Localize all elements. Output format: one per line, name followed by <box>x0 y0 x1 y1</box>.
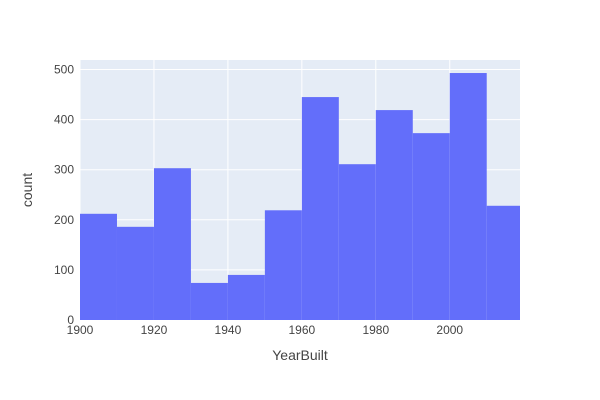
histogram-bar <box>227 274 265 320</box>
x-tick-label: 2000 <box>436 323 463 337</box>
y-tick-label: 300 <box>54 163 74 177</box>
bars <box>80 73 520 320</box>
y-axis-title: count <box>19 173 35 207</box>
x-tick-labels: 1900 1920 1940 1960 1980 2000 <box>67 323 464 337</box>
histogram-bar <box>301 97 339 320</box>
x-tick-label: 1900 <box>67 323 94 337</box>
histogram-bar <box>264 210 302 320</box>
y-tick-label: 100 <box>54 263 74 277</box>
histogram-bar <box>190 282 228 320</box>
histogram-bar <box>116 226 154 320</box>
y-tick-labels: 0 100 200 300 400 500 <box>54 63 74 327</box>
x-tick-label: 1980 <box>362 323 389 337</box>
histogram-bar <box>153 168 191 320</box>
x-axis-title: YearBuilt <box>272 347 328 363</box>
y-tick-label: 500 <box>54 63 74 77</box>
histogram-bar <box>486 205 520 320</box>
histogram-bar <box>375 110 413 320</box>
histogram-bar <box>412 133 450 320</box>
histogram-bar <box>338 164 376 320</box>
x-tick-label: 1920 <box>141 323 168 337</box>
x-tick-label: 1960 <box>288 323 315 337</box>
y-tick-label: 0 <box>67 313 74 327</box>
histogram-bar <box>449 73 487 320</box>
histogram-bar <box>80 213 117 320</box>
y-tick-label: 200 <box>54 213 74 227</box>
x-tick-label: 1940 <box>215 323 242 337</box>
y-tick-label: 400 <box>54 113 74 127</box>
